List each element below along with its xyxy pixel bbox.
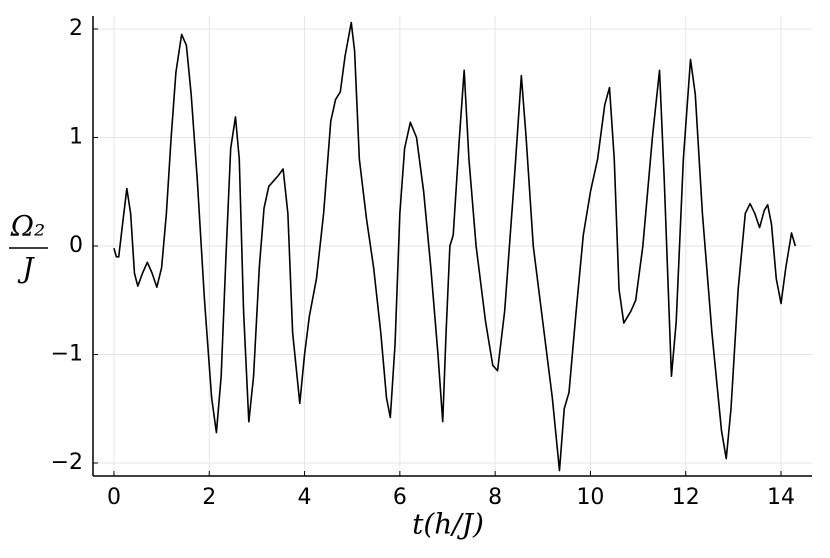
x-tick-label: 14: [767, 485, 795, 510]
x-tick-label: 8: [488, 485, 502, 510]
x-tick-label: 6: [393, 485, 407, 510]
x-axis-label: t(h/J): [412, 508, 484, 541]
x-tick-label: 10: [576, 485, 604, 510]
x-tick-label: 0: [107, 485, 121, 510]
y-tick-label: 0: [69, 233, 83, 258]
y-tick-label: 1: [69, 125, 83, 150]
y-tick-label: −1: [51, 341, 83, 366]
x-tick-label: 2: [202, 485, 216, 510]
y-axis-label-numerator: Ω₂: [10, 210, 45, 243]
line-series: [113, 21, 797, 472]
x-tick-label: 4: [298, 485, 312, 510]
y-axis-label-denominator: J: [17, 252, 35, 285]
x-tick-label: 12: [672, 485, 700, 510]
y-tick-label: −2: [51, 450, 83, 475]
y-tick-label: 2: [69, 16, 83, 41]
